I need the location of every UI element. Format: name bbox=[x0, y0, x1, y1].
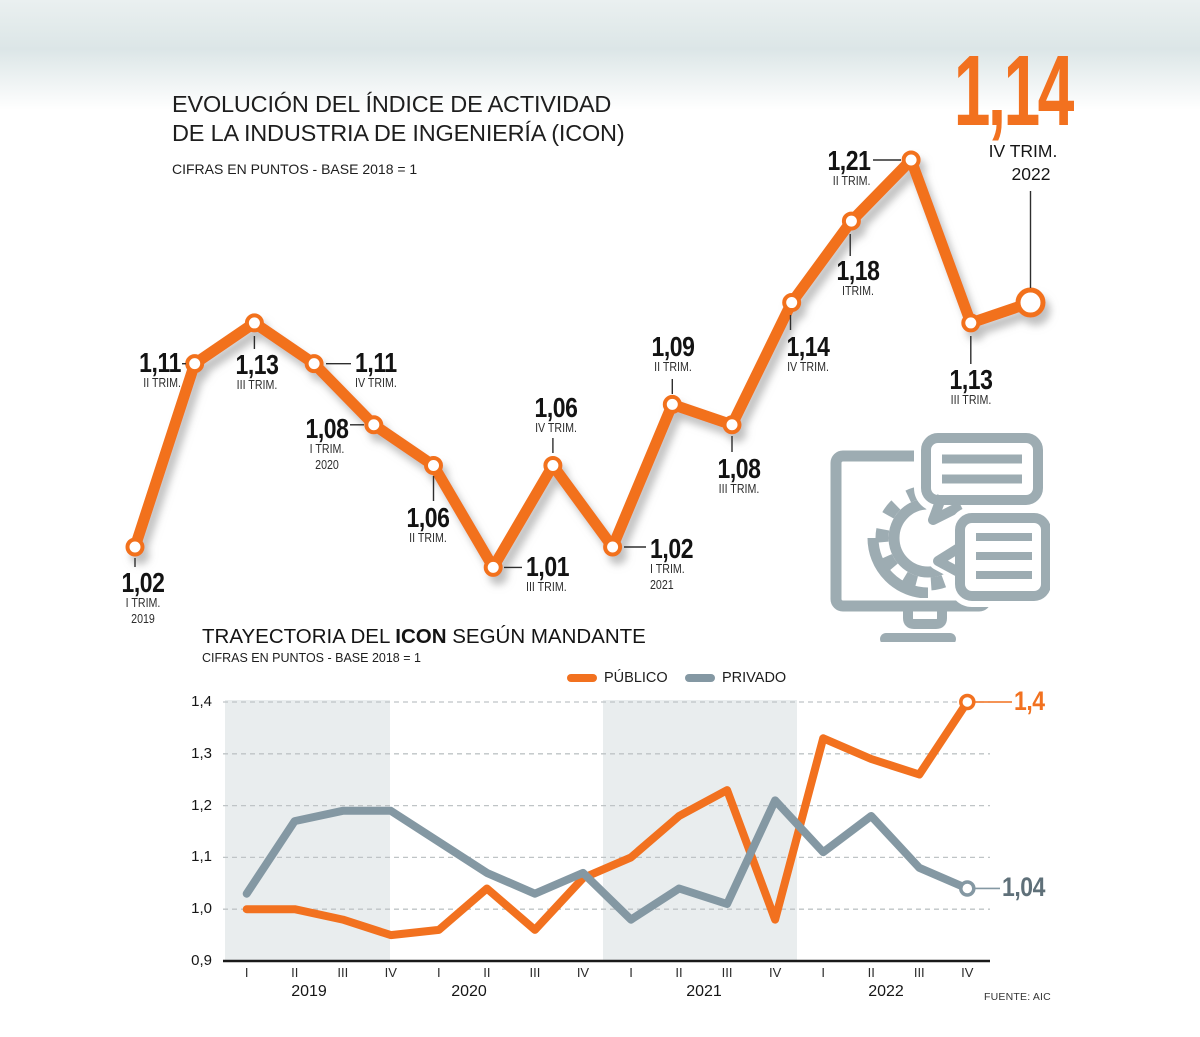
x-axis-tick-3: IV bbox=[384, 965, 397, 980]
publico-legend-swatch bbox=[567, 674, 597, 682]
x-axis-tick-2: III bbox=[337, 965, 349, 980]
bottom-title-prefix: TRAYECTORIA DEL bbox=[202, 625, 396, 648]
x-axis-tick-6: III bbox=[529, 965, 541, 980]
x-axis-tick-1: II bbox=[291, 965, 299, 980]
x-axis-tick-7: IV bbox=[576, 965, 590, 980]
y-axis-tick-1,3: 1,3 bbox=[191, 744, 212, 762]
x-axis-tick-4: I bbox=[437, 965, 441, 980]
point-label-2021-III: 1,08 III TRIM. bbox=[717, 453, 761, 497]
end-label-privado: 1,04 bbox=[1002, 872, 1045, 903]
highlight-period-year: 2022 bbox=[1011, 164, 1051, 184]
point-label-2021-IV: 1,14 IV TRIM. bbox=[786, 331, 830, 375]
point-label-2019-IV: 1,11 IV TRIM. bbox=[355, 347, 397, 391]
x-axis-tick-12: I bbox=[821, 965, 825, 980]
monitor-stand bbox=[880, 608, 956, 642]
x-axis-tick-0: I bbox=[244, 965, 249, 980]
y-axis-tick-0,9: 0,9 bbox=[191, 952, 212, 969]
point-label-2021-II: 1,09 II TRIM. bbox=[651, 331, 695, 375]
point-label-2019-I: 1,02 I TRIM. 2019 bbox=[121, 567, 165, 626]
end-label-publico: 1,4 bbox=[1014, 686, 1045, 716]
bottom-chart-subtitle: CIFRAS EN PUNTOS - BASE 2018 = 1 bbox=[202, 651, 421, 665]
x-axis-tick-11: IV bbox=[768, 965, 782, 980]
title-line-1: EVOLUCIÓN DEL ÍNDICE DE ACTIVIDAD bbox=[172, 91, 612, 117]
year-label-2019: 2019 bbox=[291, 983, 327, 1000]
y-axis-tick-1,0: 1,0 bbox=[191, 900, 212, 918]
point-label-2019-III: 1,13 III TRIM. bbox=[235, 349, 279, 393]
point-label-2022-III: 1,13 III TRIM. bbox=[949, 364, 993, 408]
y-axis-tick-1,1: 1,1 bbox=[191, 848, 212, 866]
year-label-2020: 2020 bbox=[451, 983, 487, 1000]
source-credit: FUENTE: AIC bbox=[984, 991, 1051, 1003]
x-axis-tick-5: II bbox=[483, 965, 491, 980]
privado-legend-label: PRIVADO bbox=[722, 670, 787, 686]
x-axis-tick-8: I bbox=[629, 965, 633, 980]
highlight-value: 1,14 bbox=[954, 35, 1075, 147]
point-label-2022-I: 1,18 ITRIM. bbox=[836, 255, 880, 299]
title-line-2: DE LA INDUSTRIA DE INGENIERÍA (ICON) bbox=[172, 120, 625, 146]
year-label-2021: 2021 bbox=[686, 983, 722, 1000]
page-title: EVOLUCIÓN DEL ÍNDICE DE ACTIVIDAD DE LA … bbox=[172, 90, 625, 148]
point-label-2022-II: 1,21 II TRIM. bbox=[826, 145, 870, 189]
x-axis-tick-15: IV bbox=[961, 965, 974, 980]
chat-bubble-top bbox=[914, 426, 1050, 530]
header-gradient bbox=[0, 0, 1200, 110]
legend-item-publico: PÚBLICO bbox=[567, 669, 668, 687]
point-label-2020-II: 1,06 II TRIM. bbox=[406, 502, 450, 546]
year-label-2022: 2022 bbox=[868, 983, 904, 1000]
privado-legend-swatch bbox=[685, 674, 715, 682]
x-axis-tick-10: III bbox=[721, 965, 733, 980]
chat-bubble-bottom bbox=[929, 507, 1050, 607]
legend-item-privado: PRIVADO bbox=[685, 669, 786, 687]
bottom-title-suffix: SEGÚN MANDANTE bbox=[446, 625, 646, 648]
x-axis-tick-13: II bbox=[867, 965, 875, 980]
point-label-2020-IV: 1,06 IV TRIM. bbox=[534, 392, 578, 436]
point-label-2020-I: 1,08 I TRIM. 2020 bbox=[305, 413, 349, 472]
point-label-2020-III: 1,01 III TRIM. bbox=[526, 551, 570, 595]
bottom-chart-title: TRAYECTORIA DEL ICON SEGÚN MANDANTE bbox=[202, 625, 646, 649]
point-label-2019-II: 1,11 II TRIM. bbox=[139, 347, 181, 391]
x-axis-tick-9: II bbox=[675, 965, 683, 980]
publico-legend-label: PÚBLICO bbox=[604, 670, 668, 686]
bottom-title-icon-word: ICON bbox=[395, 625, 447, 648]
y-axis-tick-1,2: 1,2 bbox=[191, 796, 212, 814]
computer-chat-icon bbox=[830, 426, 1050, 642]
page-subtitle: CIFRAS EN PUNTOS - BASE 2018 = 1 bbox=[172, 161, 418, 177]
y-axis-tick-1,4: 1,4 bbox=[191, 693, 212, 710]
point-label-2021-I: 1,02 I TRIM. 2021 bbox=[650, 533, 694, 592]
highlight-period-quarter: IV TRIM. bbox=[988, 141, 1058, 161]
x-axis-tick-14: III bbox=[913, 965, 925, 980]
